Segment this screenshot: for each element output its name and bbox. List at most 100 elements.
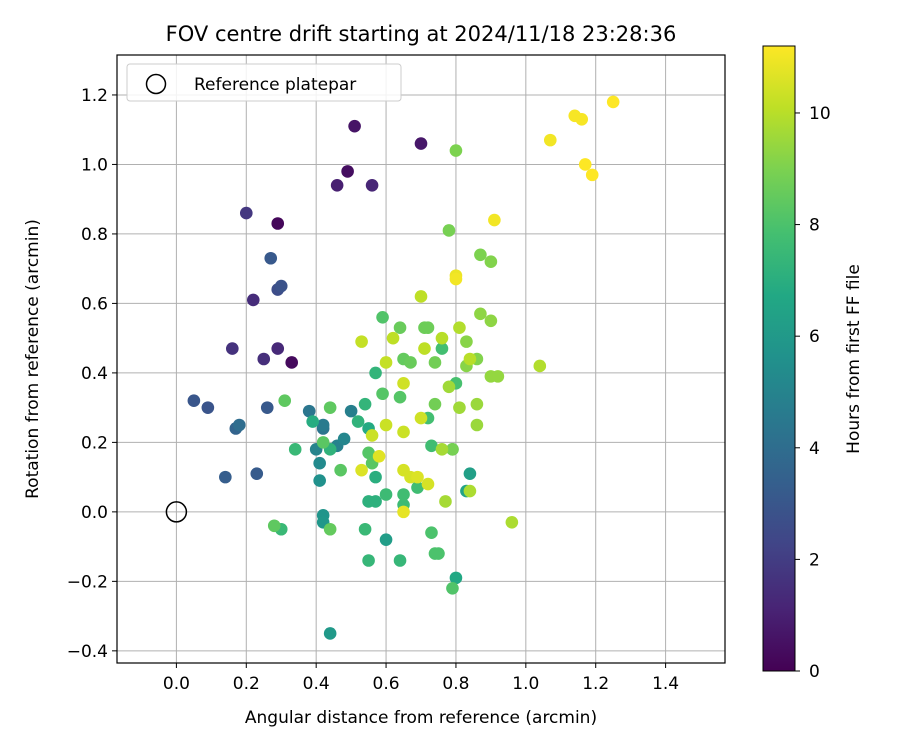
scatter-point (484, 255, 498, 269)
scatter-point (372, 449, 386, 463)
scatter-point (267, 519, 281, 533)
scatter-point (369, 495, 382, 508)
scatter-point (271, 342, 285, 355)
scatter-point (362, 554, 375, 567)
scatter-point (344, 404, 358, 418)
y-axis-ticks: −0.4 −0.2 0.0 0.2 0.4 0.6 0.8 1.0 1.2 (67, 86, 117, 662)
scatter-point (246, 293, 260, 307)
scatter-point (260, 401, 274, 414)
scatter-point (323, 522, 337, 536)
scatter-point (376, 387, 389, 401)
x-tick-label: 0.8 (442, 674, 469, 694)
colorbar-tick-label: 6 (809, 327, 820, 347)
scatter-point (397, 488, 410, 501)
scatter-point (365, 429, 379, 442)
colorbar-gradient (762, 45, 796, 672)
scatter-point (397, 425, 410, 439)
scatter-point (355, 463, 368, 477)
scatter-point (393, 554, 407, 567)
scatter-point (435, 331, 449, 345)
scatter-point (414, 411, 428, 425)
scatter-point (288, 443, 302, 456)
scatter-point (316, 418, 330, 432)
scatter-point (463, 484, 477, 498)
scatter-point (313, 456, 326, 470)
grid-lines (117, 55, 725, 663)
chart-title: FOV centre drift starting at 2024/11/18 … (166, 22, 677, 46)
scatter-point (302, 404, 316, 418)
scatter-point (250, 467, 264, 480)
scatter-point (442, 224, 456, 237)
legend-box (126, 63, 402, 102)
scatter-point (606, 95, 620, 109)
scatter-point (432, 547, 445, 560)
scatter-point (453, 401, 466, 414)
legend: Reference platepar (126, 63, 402, 102)
scatter-point (449, 272, 463, 286)
scatter-point (323, 627, 337, 640)
colorbar-tick-label: 10 (809, 104, 831, 124)
colorbar-tick-label: 8 (809, 216, 820, 236)
colorbar-tick-label: 2 (809, 550, 820, 570)
reference-point-marker (165, 501, 188, 523)
scatter-point (330, 178, 344, 192)
scatter-point (505, 515, 519, 529)
x-tick-label: 1.2 (582, 674, 609, 694)
scatter-point (428, 397, 442, 411)
colorbar-tick-label: 0 (809, 662, 820, 682)
scatter-point (316, 436, 330, 449)
scatter-point (306, 415, 319, 428)
scatter-point (397, 377, 410, 390)
scatter-point (369, 366, 382, 380)
scatter-point (362, 446, 375, 460)
scatter-point (442, 380, 456, 394)
scatter-point (463, 467, 477, 480)
plot-frame (116, 54, 726, 664)
y-tick-label: 0.8 (81, 225, 108, 245)
scatter-point (414, 137, 428, 150)
scatter-point (257, 352, 271, 366)
y-tick-label: −0.2 (67, 572, 108, 592)
scatter-point (226, 342, 239, 355)
scatter-point (337, 432, 351, 446)
colorbar-tick-label: 4 (809, 439, 820, 459)
x-tick-label: 0.0 (163, 674, 190, 694)
scatter-point (393, 390, 407, 404)
scatter-point (543, 133, 557, 147)
y-axis-label: Rotation from reference (arcmin) (23, 219, 43, 499)
scatter-point (460, 335, 473, 348)
scatter-point (355, 335, 368, 348)
scatter-point (421, 477, 435, 491)
x-tick-label: 1.0 (512, 674, 539, 694)
scatter-point (379, 488, 393, 501)
scatter-point (435, 443, 449, 456)
legend-marker-open-circle (145, 73, 167, 95)
y-tick-label: 0.0 (81, 503, 108, 523)
legend-entry-reference-platepar: Reference platepar (194, 75, 356, 95)
scatter-point (418, 342, 431, 355)
scatter-point (358, 522, 372, 536)
scatter-point (274, 279, 288, 293)
scatter-point (341, 165, 354, 178)
scatter-point (449, 144, 463, 157)
y-tick-label: 0.2 (81, 433, 108, 453)
data-points (187, 95, 620, 640)
colorbar: 0 2 4 6 8 10 Hours from first FF file (762, 45, 864, 682)
scatter-point (397, 505, 410, 519)
x-tick-label: 0.2 (233, 674, 260, 694)
scatter-point (449, 571, 463, 585)
scatter-point (474, 307, 487, 321)
scatter-point (239, 206, 253, 220)
scatter-point (348, 119, 361, 133)
scatter-point (404, 356, 417, 369)
scatter-point (474, 248, 487, 262)
y-tick-label: 0.4 (81, 364, 108, 384)
scatter-point (264, 251, 278, 265)
scatter-point (491, 370, 505, 383)
y-tick-label: −0.4 (67, 642, 108, 662)
scatter-point (484, 314, 498, 328)
colorbar-ticks: 0 2 4 6 8 10 (795, 104, 831, 682)
scatter-point (578, 158, 592, 171)
scatter-point (351, 415, 365, 428)
